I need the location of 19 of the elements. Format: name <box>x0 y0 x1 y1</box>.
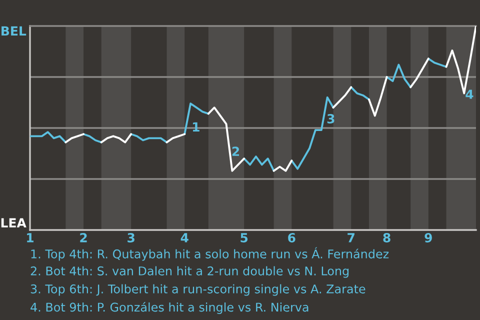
x-tick-label: 1 <box>27 233 34 242</box>
x-tick-label: 4 <box>180 233 188 242</box>
x-tick-label: 3 <box>128 233 134 242</box>
x-tick-label: 9 <box>424 233 432 242</box>
annotation: 1 <box>192 122 200 132</box>
text: 1. Top 4th: R. Qutaybah hit a solo home run vs Á. Fernández <box>31 247 389 261</box>
x-tick-label: 2 <box>80 233 87 242</box>
annotation: 2 <box>232 146 240 156</box>
text: 2. Bot 4th: S. van Dalen hit a 2-run double vs N. Long <box>30 266 349 278</box>
x-tick-label: 8 <box>383 233 390 242</box>
text: 3. Top 6th: J. Tolbert hit a run-scoring single vs A. Zarate <box>30 284 366 296</box>
x-tick-label: 6 <box>288 233 296 242</box>
text: 4. Bot 9th: P. Gonzáles hit a single vs R. Nierva <box>30 302 308 314</box>
annotation: 4 <box>466 90 474 99</box>
x-tick-label: 7 <box>348 233 354 242</box>
text: LEA <box>1 218 26 228</box>
annotation: 3 <box>327 114 334 124</box>
text: BEL <box>2 26 26 36</box>
x-tick-label: 5 <box>240 233 248 242</box>
